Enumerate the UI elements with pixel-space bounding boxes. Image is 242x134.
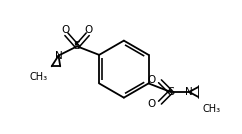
Text: N: N: [185, 87, 193, 97]
Text: O: O: [84, 25, 93, 35]
Text: O: O: [61, 25, 70, 35]
Text: CH₃: CH₃: [30, 72, 48, 82]
Text: CH₃: CH₃: [203, 103, 221, 113]
Text: S: S: [167, 87, 174, 97]
Text: N: N: [55, 51, 62, 61]
Text: S: S: [74, 41, 81, 51]
Text: O: O: [147, 99, 156, 109]
Text: O: O: [147, 75, 156, 85]
